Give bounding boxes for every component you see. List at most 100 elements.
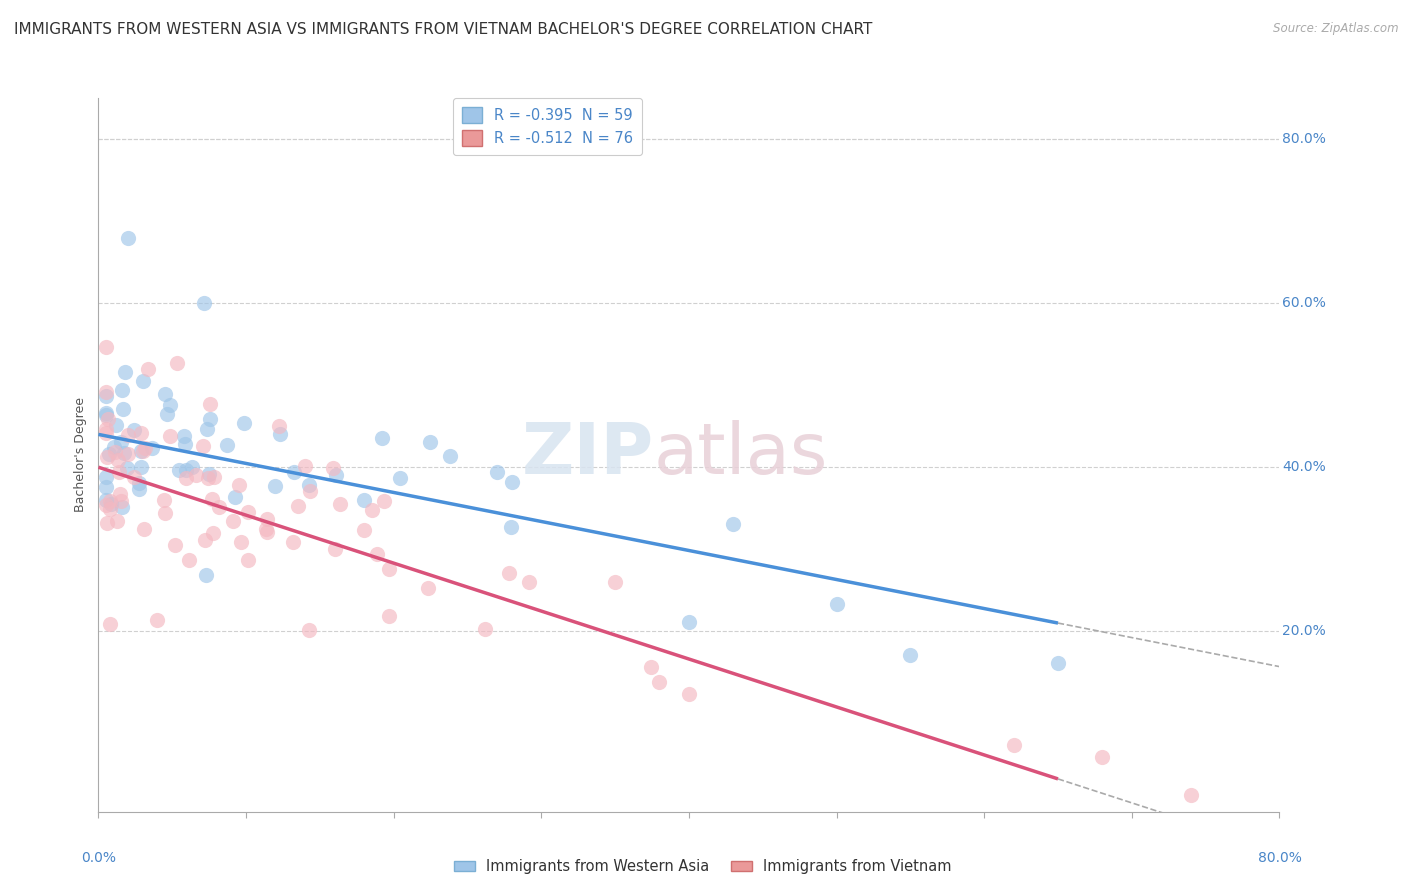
Point (167, 462, 190, 476)
Point (281, 535, 304, 549)
Point (100, 497, 122, 511)
Point (208, 500, 231, 514)
Point (194, 533, 217, 547)
Point (721, 517, 744, 532)
Point (174, 463, 197, 477)
Point (134, 522, 156, 536)
Point (287, 499, 309, 513)
Point (94, 422, 117, 436)
Text: 80.0%: 80.0% (1282, 132, 1326, 146)
Point (97, 412, 120, 426)
Point (232, 416, 254, 430)
Text: IMMIGRANTS FROM WESTERN ASIA VS IMMIGRANTS FROM VIETNAM BACHELOR'S DEGREE CORREL: IMMIGRANTS FROM WESTERN ASIA VS IMMIGRAN… (14, 22, 873, 37)
Point (222, 515, 245, 529)
Point (485, 465, 508, 479)
Point (499, 520, 522, 534)
Text: atlas: atlas (654, 420, 828, 490)
Point (94, 409, 117, 423)
Point (117, 427, 139, 442)
Point (1091, 750, 1114, 764)
Point (163, 537, 186, 551)
Point (134, 441, 156, 455)
Point (117, 230, 139, 244)
Point (231, 534, 253, 549)
Point (156, 407, 179, 421)
Point (98, 494, 121, 508)
Point (439, 450, 461, 464)
Point (215, 438, 238, 452)
Point (228, 478, 250, 492)
Point (353, 492, 375, 507)
Point (198, 411, 221, 425)
Point (114, 365, 136, 379)
Point (517, 574, 540, 589)
Point (155, 507, 177, 521)
Point (96, 493, 118, 508)
Point (269, 427, 291, 442)
Point (104, 444, 127, 458)
Point (298, 478, 321, 492)
Point (640, 660, 662, 674)
Point (107, 453, 129, 467)
Point (159, 429, 181, 443)
Point (263, 478, 285, 492)
Point (299, 483, 322, 498)
Point (105, 514, 128, 528)
Point (94, 406, 117, 420)
Point (198, 397, 221, 411)
Point (117, 447, 139, 461)
Y-axis label: Bachelor's Degree: Bachelor's Degree (75, 398, 87, 512)
Point (416, 582, 439, 596)
Text: ZIP: ZIP (522, 420, 654, 490)
Point (360, 503, 382, 517)
Point (94, 498, 117, 512)
Point (329, 497, 352, 511)
Point (184, 467, 207, 482)
Point (322, 461, 344, 475)
Point (648, 674, 671, 689)
Point (202, 525, 225, 540)
Point (166, 356, 188, 370)
Point (128, 482, 150, 496)
Point (371, 431, 394, 445)
Point (256, 525, 278, 540)
Point (1002, 738, 1025, 752)
Point (193, 296, 215, 310)
Point (201, 491, 224, 506)
Point (323, 542, 346, 557)
Point (108, 486, 131, 500)
Point (94, 480, 117, 494)
Point (236, 505, 259, 519)
Point (94, 426, 117, 441)
Point (94, 340, 117, 354)
Point (191, 439, 214, 453)
Text: 40.0%: 40.0% (1282, 460, 1326, 475)
Point (136, 362, 159, 376)
Point (197, 471, 219, 485)
Point (177, 553, 200, 567)
Point (825, 597, 848, 611)
Point (198, 467, 221, 482)
Point (195, 568, 218, 582)
Point (474, 622, 496, 636)
Point (115, 461, 138, 475)
Point (269, 419, 291, 434)
Point (128, 475, 150, 490)
Point (900, 648, 922, 662)
Point (174, 436, 197, 450)
Point (141, 442, 163, 456)
Point (146, 613, 169, 627)
Point (98, 502, 121, 516)
Point (195, 422, 218, 436)
Point (153, 493, 176, 508)
Point (174, 471, 197, 485)
Point (129, 443, 152, 458)
Point (94, 388, 117, 402)
Point (1046, 656, 1069, 670)
Point (180, 459, 202, 474)
Text: 20.0%: 20.0% (1282, 624, 1326, 639)
Legend: Immigrants from Western Asia, Immigrants from Vietnam: Immigrants from Western Asia, Immigrants… (449, 854, 957, 880)
Point (159, 398, 181, 412)
Point (155, 387, 177, 401)
Point (419, 435, 441, 450)
